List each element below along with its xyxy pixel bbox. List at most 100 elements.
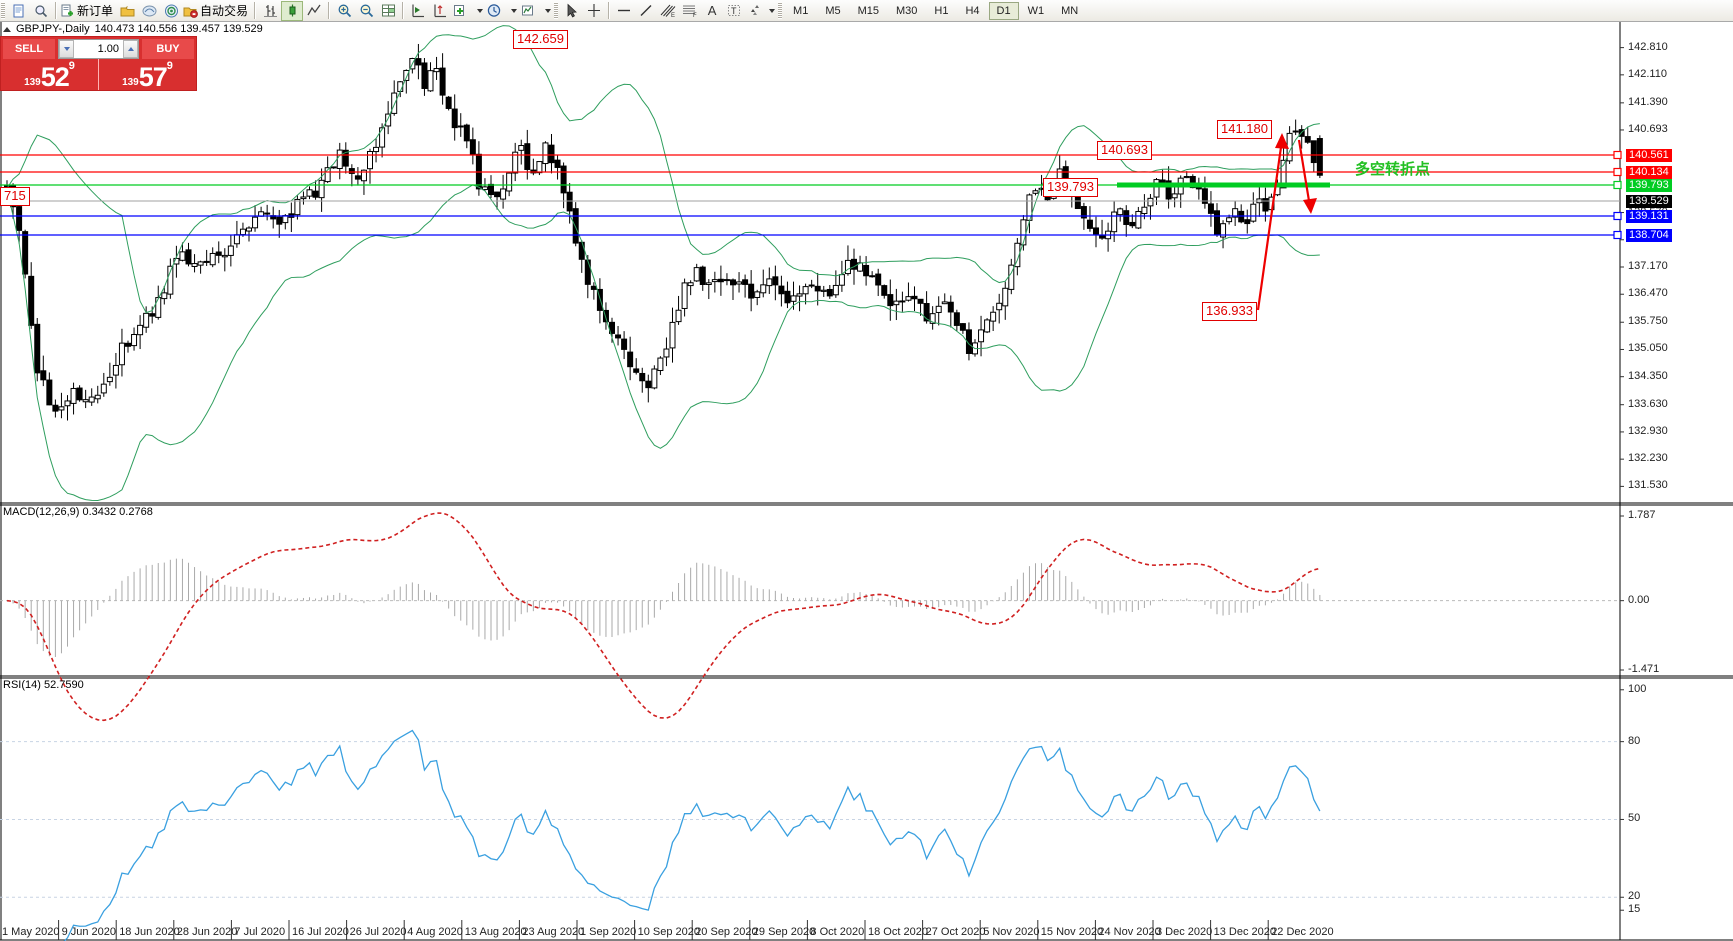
indicators-icon[interactable] [451, 1, 485, 21]
zoom-out-icon[interactable] [355, 1, 377, 21]
timeframe-m5[interactable]: M5 [825, 4, 841, 17]
sell-price-fraction: 9 [68, 60, 75, 72]
collapse-icon[interactable] [3, 26, 11, 32]
resistance-140134 [0, 167, 1622, 177]
date-axis: 1 May 2020 9 Jun 2020 18 Jun 2020 28 Jun 20… [0, 920, 1733, 941]
price-axis-tick: 132.930 [1628, 424, 1668, 437]
volume-stepper[interactable]: 1.00 [58, 39, 139, 59]
date-axis-tick: 1 Sep 2020 [580, 926, 637, 938]
chart-shift-icon[interactable] [429, 1, 451, 21]
level-139131 [0, 211, 1622, 221]
candlestick-icon[interactable] [281, 0, 304, 21]
auto-scroll-icon[interactable] [407, 1, 429, 21]
chinese-annotation-note: 多空转折点 [1355, 160, 1431, 178]
date-axis-tick: 13 Dec 2020 [1213, 926, 1276, 938]
rsi-line [63, 729, 1321, 941]
chevron-down-icon[interactable] [511, 8, 518, 13]
buy-price-quote[interactable]: 139 57 9 [98, 59, 196, 92]
price-tag-140134[interactable]: 140.134 [1626, 165, 1672, 179]
trade-panel-controls: SELL 1.00 BUY [1, 37, 196, 59]
rsi-indicator-label: RSI(14) 52.7590 [3, 679, 84, 691]
timeframe-mn[interactable]: MN [1061, 4, 1079, 17]
volume-increment-button[interactable] [123, 40, 138, 58]
chart-canvas[interactable] [0, 22, 1733, 941]
volume-decrement-button[interactable] [59, 40, 74, 58]
date-axis-tick: 22 Dec 2020 [1271, 926, 1334, 938]
chevron-down-icon[interactable] [769, 8, 776, 13]
folder-icon[interactable] [116, 1, 138, 21]
period-icon[interactable] [485, 1, 519, 21]
price-tag-139793[interactable]: 139.793 [1626, 178, 1672, 192]
cursor-icon[interactable] [561, 1, 583, 21]
date-axis-tick: 18 Oct 2020 [868, 926, 928, 938]
price-tag-139529[interactable]: 139.529 [1626, 194, 1672, 208]
signal-icon[interactable] [160, 1, 182, 21]
horizontal-line-icon[interactable] [613, 1, 635, 21]
toolbar-grip[interactable] [554, 2, 559, 19]
chevron-down-icon[interactable] [545, 8, 552, 13]
rsi-axis-tick: 15 [1628, 903, 1641, 916]
timeframe-h4[interactable]: H4 [965, 4, 980, 17]
line-chart-icon[interactable] [303, 1, 325, 21]
chevron-down-icon[interactable] [477, 8, 484, 13]
date-axis-tick: 13 Aug 2020 [464, 926, 527, 938]
timeframe-m15[interactable]: M15 [857, 4, 879, 17]
annotation-141180[interactable]: 141.180 [1217, 120, 1272, 139]
data-window-icon[interactable] [377, 1, 399, 21]
timeframe-w1[interactable]: W1 [1027, 4, 1045, 17]
annotation-142659[interactable]: 142.659 [513, 30, 568, 49]
toolbar-separator [328, 2, 331, 19]
price-axis-tick: 136.470 [1628, 287, 1668, 300]
sell-price-prefix: 139 [24, 77, 41, 88]
annotation-136933[interactable]: 136.933 [1202, 302, 1257, 321]
toolbar-grip[interactable] [778, 2, 783, 19]
annotation-140693[interactable]: 140.693 [1097, 141, 1152, 160]
crosshair-icon[interactable] [583, 1, 605, 21]
one-click-trading-panel[interactable]: SELL 1.00 BUY 139 52 9 139 57 9 [0, 36, 197, 91]
svg-text:T: T [731, 6, 737, 16]
buy-button[interactable]: BUY [142, 39, 194, 59]
sell-price-big: 52 [40, 62, 70, 92]
macd-signal-line [6, 512, 1321, 722]
price-tag-139131[interactable]: 139.131 [1626, 209, 1672, 223]
toolbar-grip[interactable] [1, 2, 5, 19]
resistance-140561 [0, 150, 1622, 160]
templates-icon[interactable] [519, 1, 553, 21]
text-icon[interactable]: A [707, 3, 717, 18]
sell-button[interactable]: SELL [3, 39, 55, 59]
rsi-axis-tick: 20 [1628, 890, 1641, 903]
price-tag-138704[interactable]: 138.704 [1626, 228, 1672, 242]
bollinger-lower [6, 184, 1320, 502]
svg-text:F: F [693, 13, 697, 18]
volume-value[interactable]: 1.00 [97, 43, 119, 55]
trend-arrows [1256, 133, 1317, 311]
text-label-icon[interactable]: T [723, 1, 745, 21]
buy-price-big: 57 [138, 62, 168, 92]
timeframe-m1[interactable]: M1 [793, 4, 809, 17]
annotation-715-partial[interactable]: 715 [0, 187, 30, 206]
candlestick-series [4, 43, 1323, 421]
new-chart-icon[interactable] [8, 1, 30, 21]
zoom-in-icon[interactable] [333, 1, 355, 21]
bar-chart-icon[interactable] [259, 1, 281, 21]
shapes-icon[interactable] [745, 1, 777, 21]
main-toolbar: 新订单 自动交易 [0, 0, 1733, 22]
price-tag-140561[interactable]: 140.561 [1626, 148, 1672, 162]
timeframe-m30[interactable]: M30 [896, 4, 918, 17]
terminal-icon[interactable] [138, 1, 160, 21]
trendline-icon[interactable] [635, 1, 657, 21]
new-order-button[interactable]: 新订单 [60, 1, 116, 21]
symbol-name: GBPJPY-,Daily [16, 23, 90, 35]
equidistant-channel-icon[interactable]: E [657, 1, 679, 21]
timeframe-h1[interactable]: H1 [934, 4, 949, 17]
annotation-139793[interactable]: 139.793 [1043, 178, 1098, 197]
autotrade-button[interactable]: 自动交易 [182, 1, 251, 21]
magnifier-icon[interactable] [30, 1, 52, 21]
fibonacci-icon[interactable]: F [679, 1, 701, 21]
sell-price-quote[interactable]: 139 52 9 [1, 59, 98, 92]
macd-axis-tick: 1.787 [1628, 509, 1656, 521]
timeframe-d1[interactable]: D1 [988, 1, 1019, 20]
date-axis-tick: 29 Sep 2020 [752, 926, 816, 938]
timeframe-group: M1 M5 M15 M30 H1 H4 D1 W1 MN [785, 1, 1086, 20]
date-axis-tick: 15 Nov 2020 [1040, 926, 1104, 938]
